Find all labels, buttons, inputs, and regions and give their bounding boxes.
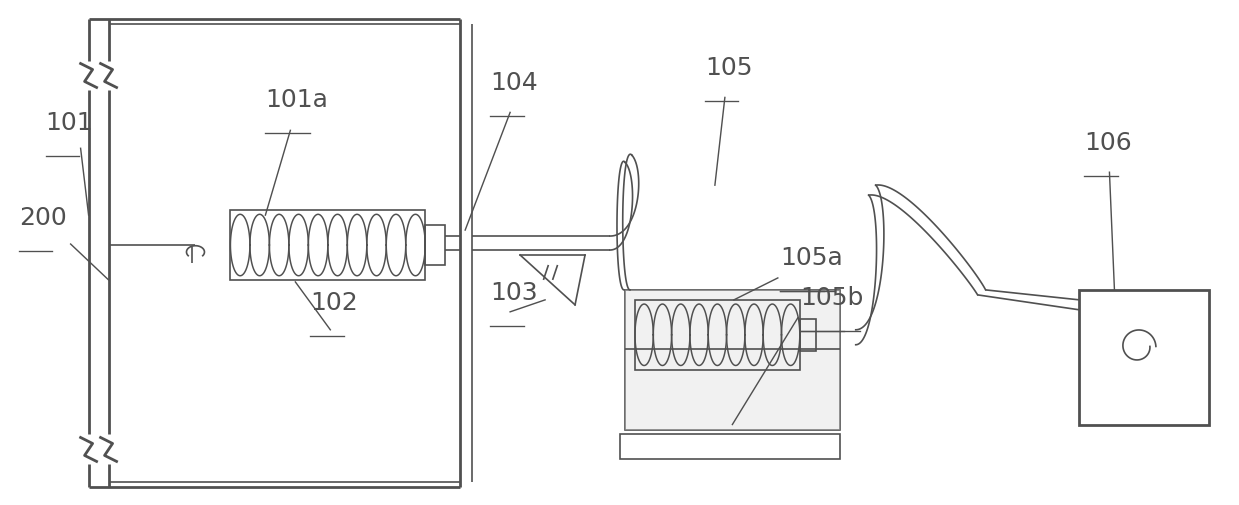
Text: 200: 200 bbox=[19, 206, 67, 230]
Text: 105b: 105b bbox=[800, 286, 864, 310]
Bar bbox=[425, 225, 445, 265]
Bar bbox=[624, 290, 840, 430]
Bar bbox=[230, 210, 425, 280]
Text: 106: 106 bbox=[1084, 131, 1132, 155]
Text: 101: 101 bbox=[46, 111, 93, 135]
Bar bbox=[624, 290, 840, 430]
Text: 102: 102 bbox=[310, 291, 358, 315]
Text: 105: 105 bbox=[705, 57, 752, 80]
Text: 105a: 105a bbox=[779, 246, 843, 270]
Text: 103: 103 bbox=[491, 281, 538, 305]
Text: 101a: 101a bbox=[265, 88, 328, 113]
Bar bbox=[800, 319, 815, 351]
Bar bbox=[634, 300, 800, 370]
Text: 104: 104 bbox=[491, 71, 538, 95]
Bar bbox=[620, 434, 840, 460]
Bar bbox=[1079, 290, 1209, 425]
